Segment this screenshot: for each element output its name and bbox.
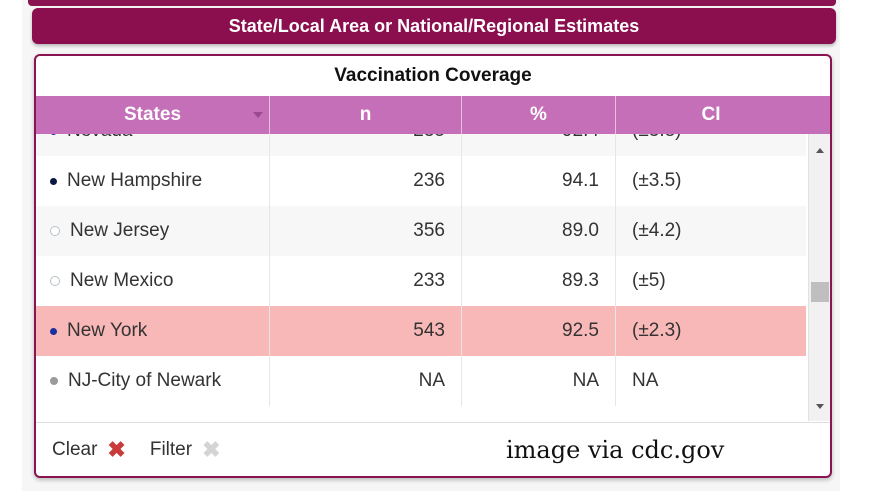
- state-name: NJ-City of Newark: [68, 370, 222, 391]
- table-scrollbar[interactable]: [808, 134, 830, 421]
- sort-caret-icon[interactable]: [253, 112, 263, 118]
- dot-blue-icon: [50, 327, 57, 335]
- ci-value: (±5): [632, 270, 666, 291]
- image-credit: image via cdc.gov: [506, 436, 725, 464]
- table-header: States n % CI: [36, 96, 830, 134]
- clear-close-icon[interactable]: ✖: [107, 437, 126, 462]
- panel-title: Vaccination Coverage: [334, 65, 532, 86]
- ci-value: NA: [632, 370, 659, 391]
- ci-value: (±2.3): [632, 320, 682, 341]
- percent-value: 94.1: [462, 156, 616, 206]
- table-row[interactable]: New Mexico 233 89.3 (±5): [36, 256, 806, 306]
- clear-label[interactable]: Clear: [52, 439, 98, 460]
- table-footer: Clear ✖ Filter ✖ image via cdc.gov: [36, 422, 830, 476]
- dot-hollow-icon: [50, 276, 60, 286]
- column-header-ci[interactable]: CI: [701, 104, 721, 125]
- state-name: New Jersey: [70, 220, 170, 241]
- filter-label[interactable]: Filter: [149, 439, 193, 460]
- column-header-states[interactable]: States: [36, 96, 270, 134]
- column-header-percent[interactable]: %: [462, 96, 616, 134]
- table-row[interactable]: New Hampshire 236 94.1 (±3.5): [36, 156, 806, 206]
- scroll-up-arrow-icon[interactable]: [816, 148, 824, 153]
- state-name: Nevada: [67, 134, 133, 142]
- filter-close-icon[interactable]: ✖: [202, 437, 221, 462]
- percent-value: 89.0: [462, 206, 616, 256]
- table-row[interactable]: NJ-City of Newark NA NA NA: [36, 356, 806, 406]
- dot-hollow-icon: [50, 226, 60, 236]
- state-name: New Hampshire: [67, 170, 203, 191]
- column-header-n[interactable]: n: [270, 96, 462, 134]
- n-value: 233: [270, 256, 462, 306]
- scroll-thumb[interactable]: [811, 282, 829, 302]
- ci-value: (±3.8): [616, 134, 806, 156]
- state-name: New Mexico: [70, 270, 174, 291]
- vaccination-coverage-panel: Vaccination Coverage States n % CI Nevad…: [34, 54, 832, 478]
- dot-navy-icon: [50, 177, 57, 185]
- table-row-highlighted[interactable]: New York 543 92.5 (±2.3): [36, 306, 806, 356]
- dot-gray-icon: [50, 377, 58, 385]
- scroll-down-arrow-icon[interactable]: [816, 404, 824, 409]
- table-body: Nevada 235 92.4 (±3.8) New Hampshire 236…: [36, 134, 806, 421]
- n-value: 356: [270, 206, 462, 256]
- ci-value: (±4.2): [632, 220, 682, 241]
- estimates-header-title: State/Local Area or National/Regional Es…: [228, 15, 640, 36]
- dot-blue-icon: [50, 134, 57, 135]
- ci-value: (±3.5): [632, 170, 682, 191]
- percent-value: 92.4: [462, 134, 616, 156]
- percent-value: NA: [462, 356, 616, 406]
- top-decorative-strip: [28, 0, 836, 6]
- n-value: 543: [270, 306, 462, 356]
- table-row[interactable]: New Jersey 356 89.0 (±4.2): [36, 206, 806, 256]
- n-value: 235: [270, 134, 462, 156]
- percent-value: 89.3: [462, 256, 616, 306]
- estimates-header-bar[interactable]: State/Local Area or National/Regional Es…: [32, 8, 836, 44]
- n-value: NA: [270, 356, 462, 406]
- table-row[interactable]: Nevada 235 92.4 (±3.8): [36, 134, 806, 156]
- percent-value: 92.5: [462, 306, 616, 356]
- n-value: 236: [270, 156, 462, 206]
- state-name: New York: [67, 320, 148, 341]
